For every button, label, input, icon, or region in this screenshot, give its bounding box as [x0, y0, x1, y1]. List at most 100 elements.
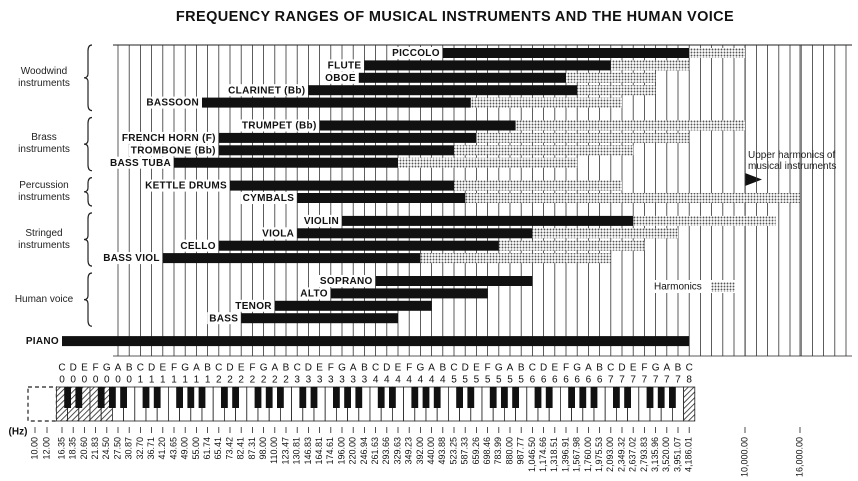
x-tick-label: 65.41: [213, 437, 223, 460]
black-key: [657, 387, 665, 408]
black-key: [109, 387, 116, 408]
note-letter: F: [93, 363, 99, 374]
black-key: [299, 387, 307, 408]
note-letter: C: [294, 363, 301, 374]
note-letter: D: [540, 363, 547, 374]
x-tick-label: 55.00: [191, 437, 201, 460]
harmonics-bar: [610, 60, 690, 71]
note-letter: C: [529, 363, 536, 374]
black-key: [579, 387, 587, 408]
harmonics-bar: [465, 193, 800, 203]
annotation: Upper harmonics of musical instruments: [748, 150, 837, 172]
black-key: [389, 387, 396, 408]
black-key: [433, 387, 441, 408]
group-label: Woodwind instruments: [18, 65, 70, 89]
instrument-label: PICCOLO: [392, 48, 440, 59]
note-letter: E: [395, 363, 402, 374]
black-key: [512, 387, 519, 408]
x-tick-label: 698.46: [482, 437, 492, 465]
label-bg: [233, 299, 275, 312]
x-tick-label: 174.61: [325, 437, 335, 465]
note-octave: 1: [160, 375, 166, 386]
note-letter: D: [383, 363, 390, 374]
note-octave: 2: [216, 375, 222, 386]
note-octave: 4: [373, 375, 379, 386]
x-tick-label: 27.50: [112, 437, 122, 460]
note-letter: F: [485, 363, 491, 374]
note-octave: 2: [261, 375, 267, 386]
group-label: Stringed instruments: [18, 227, 70, 251]
note-letter: C: [686, 363, 693, 374]
note-letter: D: [226, 363, 233, 374]
note-octave: 2: [250, 375, 256, 386]
keyboard: [27, 386, 696, 422]
note-letter: B: [518, 363, 525, 374]
note-octave: 1: [205, 375, 211, 386]
harmonics-bar: [498, 240, 645, 251]
x-tick-label: 293.66: [381, 437, 391, 465]
keyboard-extension: [27, 386, 57, 422]
label-bg: [207, 312, 241, 325]
range-bar: [297, 228, 533, 239]
x-tick-label: 12.00: [41, 437, 51, 460]
x-tick-label: 30.87: [124, 437, 134, 460]
x-tick-label: 392.00: [415, 437, 425, 465]
x-tick-label: 146.83: [303, 437, 313, 465]
x-tick-label: 36.71: [146, 437, 156, 460]
note-octave: 5: [462, 375, 468, 386]
range-bar: [274, 300, 432, 311]
note-octave: 0: [93, 375, 99, 386]
black-key: [344, 387, 351, 408]
x-tick-label: 32.70: [135, 437, 145, 460]
black-key: [277, 387, 284, 408]
black-key: [64, 387, 71, 408]
group-label: Human voice: [14, 293, 74, 305]
group-brace: [83, 44, 93, 112]
note-letter: E: [473, 363, 480, 374]
note-octave: 2: [283, 375, 289, 386]
group-brace: [83, 177, 93, 207]
range-bar: [241, 313, 398, 324]
instrument-label: BASS: [209, 313, 238, 324]
note-letter: G: [338, 363, 346, 374]
instrument-label: BASS TUBA: [110, 158, 171, 169]
note-letter: B: [283, 363, 290, 374]
legend-swatch: [711, 282, 735, 292]
x-tick-label: 349.23: [404, 437, 414, 465]
black-key: [97, 387, 105, 408]
x-tick-label: 880.00: [504, 437, 514, 465]
harmonics-bar: [566, 72, 656, 83]
note-octave: 1: [138, 375, 144, 386]
note-octave: 7: [619, 375, 625, 386]
note-octave: 4: [384, 375, 390, 386]
harmonics-bar: [689, 48, 745, 58]
note-octave: 8: [686, 375, 692, 386]
note-octave: 3: [328, 375, 334, 386]
x-tick-label: 523.25: [448, 437, 458, 465]
bars: [62, 48, 800, 347]
x-tick-label: 2,349.32: [616, 437, 626, 472]
harmonics-bar: [633, 215, 776, 226]
range-bar: [297, 193, 466, 203]
note-letter: F: [641, 363, 647, 374]
note-octave: 2: [272, 375, 278, 386]
x-tick-label: 82.41: [236, 437, 246, 460]
note-letter: E: [551, 363, 558, 374]
note-letter: B: [361, 363, 368, 374]
note-letter: G: [495, 363, 503, 374]
group-label: Percussion instruments: [18, 179, 70, 203]
x-tick-label: 1,975.53: [594, 437, 604, 472]
black-key: [187, 387, 195, 408]
range-bar: [230, 180, 454, 191]
label-bg: [323, 71, 358, 84]
note-octave: 7: [675, 375, 681, 386]
note-octave: 0: [59, 375, 65, 386]
label-bg: [119, 131, 218, 144]
note-letter: G: [417, 363, 425, 374]
note-octave: 3: [306, 375, 312, 386]
note-letter: A: [350, 363, 357, 374]
range-bar: [442, 48, 690, 58]
harmonics-bar: [398, 157, 578, 168]
black-key: [669, 387, 676, 408]
instrument-label: CYMBALS: [243, 193, 295, 204]
